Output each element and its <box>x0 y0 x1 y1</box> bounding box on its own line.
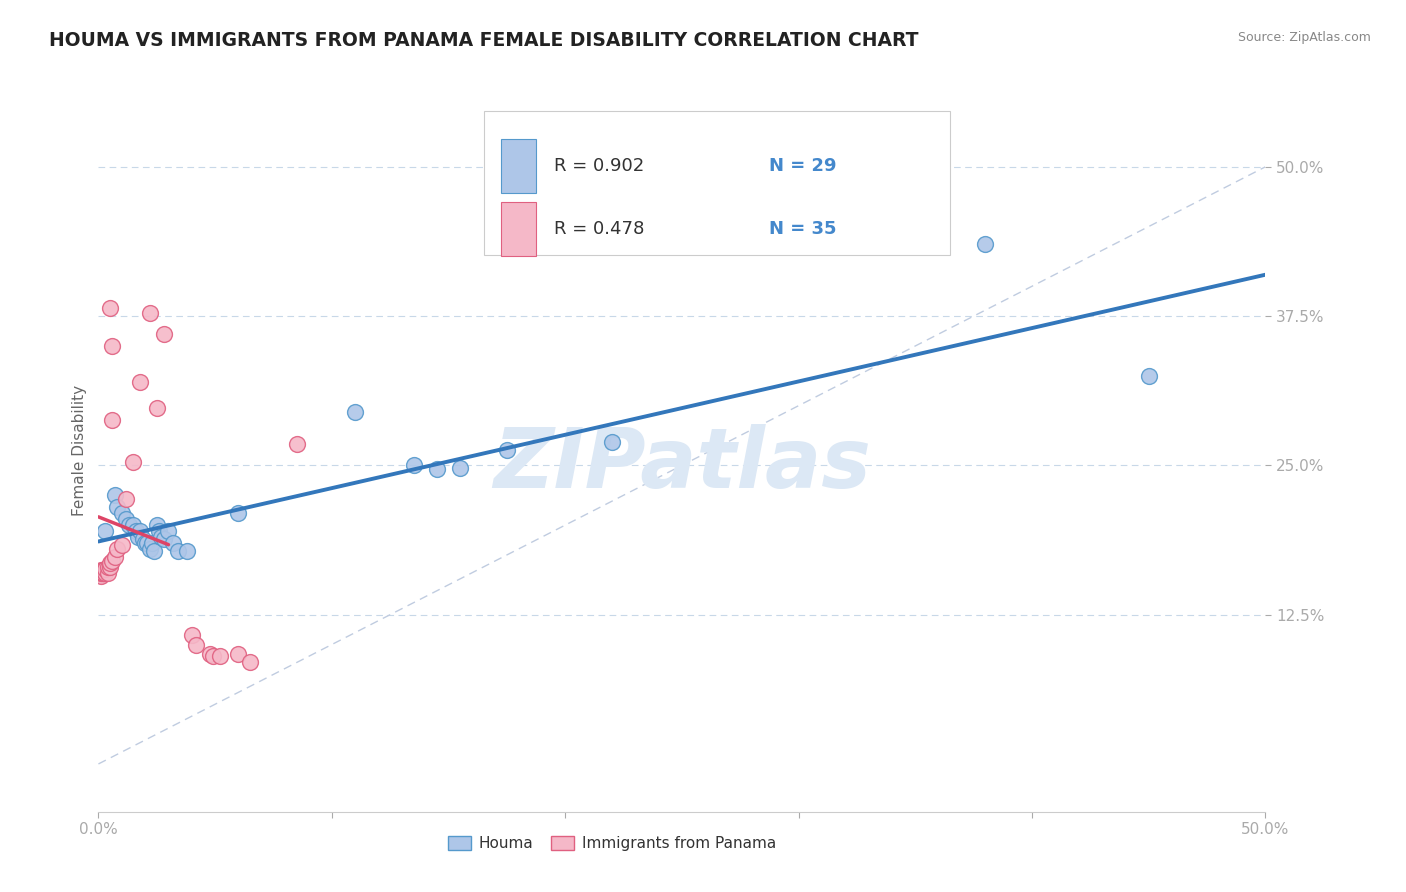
Point <box>94 524 117 538</box>
Point <box>180 628 202 642</box>
Point <box>98 301 121 315</box>
Text: N = 29: N = 29 <box>769 157 837 175</box>
Point <box>132 533 155 547</box>
Point <box>146 401 169 415</box>
Point <box>94 562 117 576</box>
Point <box>136 536 159 550</box>
Point <box>90 564 112 578</box>
Point <box>285 437 308 451</box>
Point <box>91 564 114 578</box>
Point <box>90 569 112 583</box>
Text: R = 0.902: R = 0.902 <box>554 157 644 175</box>
Point <box>152 533 174 547</box>
Point <box>1137 368 1160 383</box>
Point <box>90 566 112 580</box>
Point <box>344 404 367 418</box>
Point <box>139 305 162 319</box>
Point <box>101 413 124 427</box>
Point <box>129 375 152 389</box>
Point <box>134 536 156 550</box>
Point <box>115 491 138 506</box>
Legend: Houma, Immigrants from Panama: Houma, Immigrants from Panama <box>447 836 776 851</box>
Point <box>127 530 149 544</box>
FancyBboxPatch shape <box>501 138 536 193</box>
Point <box>104 550 127 565</box>
Point <box>118 518 141 533</box>
Point <box>91 566 114 580</box>
Point <box>90 568 112 582</box>
Text: ZIPatlas: ZIPatlas <box>494 425 870 506</box>
Point <box>91 566 114 580</box>
Point <box>94 566 117 580</box>
Y-axis label: Female Disability: Female Disability <box>72 384 87 516</box>
Point <box>104 488 127 502</box>
Point <box>125 524 148 538</box>
Point <box>139 541 162 556</box>
Point <box>228 647 250 661</box>
Point <box>105 541 128 556</box>
Point <box>449 460 471 475</box>
Point <box>166 544 188 558</box>
Text: R = 0.478: R = 0.478 <box>554 220 644 238</box>
Point <box>97 560 120 574</box>
Point <box>98 557 121 571</box>
Text: N = 35: N = 35 <box>769 220 837 238</box>
Point <box>101 554 124 568</box>
Point <box>426 462 449 476</box>
Point <box>208 649 231 664</box>
Point <box>148 524 170 538</box>
Point <box>111 538 134 552</box>
Point <box>496 442 519 457</box>
Point <box>129 524 152 538</box>
Point <box>111 506 134 520</box>
Point <box>162 536 184 550</box>
FancyBboxPatch shape <box>484 111 950 255</box>
Point <box>105 500 128 515</box>
Text: HOUMA VS IMMIGRANTS FROM PANAMA FEMALE DISABILITY CORRELATION CHART: HOUMA VS IMMIGRANTS FROM PANAMA FEMALE D… <box>49 31 918 50</box>
Point <box>152 326 174 341</box>
Point <box>200 647 222 661</box>
Point <box>115 512 138 526</box>
Point <box>157 524 180 538</box>
Point <box>239 656 262 670</box>
Point <box>143 544 166 558</box>
Point <box>150 530 173 544</box>
FancyBboxPatch shape <box>501 202 536 257</box>
Point <box>146 518 169 533</box>
Point <box>101 339 124 353</box>
Text: Source: ZipAtlas.com: Source: ZipAtlas.com <box>1237 31 1371 45</box>
Point <box>600 434 623 449</box>
Point <box>176 544 198 558</box>
Point <box>228 506 250 520</box>
Point <box>98 560 121 574</box>
Point <box>974 237 997 252</box>
Point <box>122 518 145 533</box>
Point <box>186 638 208 652</box>
Point <box>201 649 224 664</box>
Point <box>90 566 112 580</box>
Point <box>122 455 145 469</box>
Point <box>402 458 425 473</box>
Point <box>141 536 163 550</box>
Point <box>97 566 120 580</box>
